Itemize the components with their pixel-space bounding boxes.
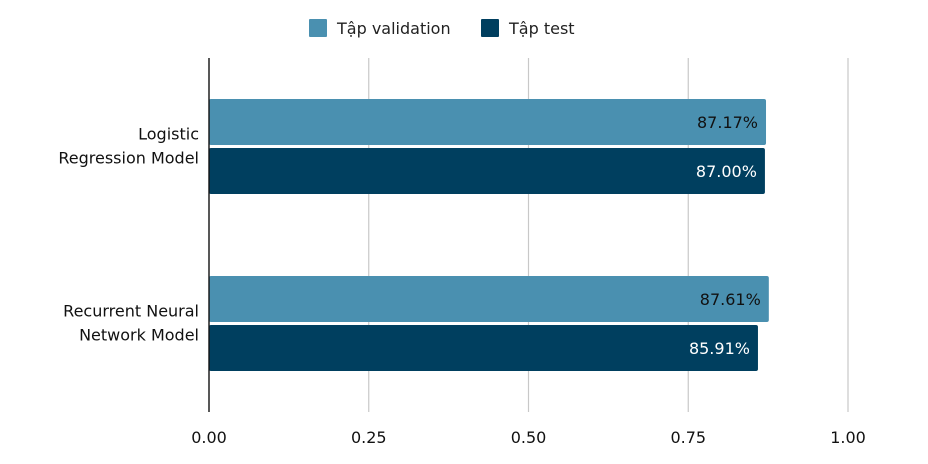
legend-item: Tập test	[481, 19, 575, 38]
data-label: 85.91%	[689, 339, 750, 358]
x-tick-label: 1.00	[830, 428, 866, 447]
data-label: 87.00%	[696, 162, 757, 181]
legend-label: Tập validation	[336, 19, 451, 38]
legend-swatch	[481, 19, 499, 37]
category-label: Logistic	[138, 125, 199, 144]
category-label: Recurrent Neural	[63, 302, 199, 321]
bar	[209, 99, 767, 145]
x-tick-labels: 0.00 0.25 0.50 0.75 1.00	[191, 428, 866, 447]
legend-label: Tập test	[508, 19, 575, 38]
category-label: Network Model	[79, 326, 199, 345]
category-labels: Logistic Regression Model Recurrent Neural…	[58, 125, 199, 345]
legend-item: Tập validation	[309, 19, 451, 38]
legend: Tập validation Tập test	[309, 19, 575, 38]
bars: 87.17% 87.00% 87.61% 85.91%	[209, 99, 769, 371]
category-label: Regression Model	[58, 149, 199, 168]
legend-swatch	[309, 19, 327, 37]
bar	[209, 276, 769, 322]
x-tick-label: 0.75	[670, 428, 706, 447]
bar	[209, 325, 758, 371]
x-tick-label: 0.25	[351, 428, 387, 447]
bar	[209, 148, 765, 194]
data-label: 87.61%	[700, 290, 761, 309]
x-tick-label: 0.50	[511, 428, 547, 447]
data-label: 87.17%	[697, 113, 758, 132]
x-tick-label: 0.00	[191, 428, 227, 447]
